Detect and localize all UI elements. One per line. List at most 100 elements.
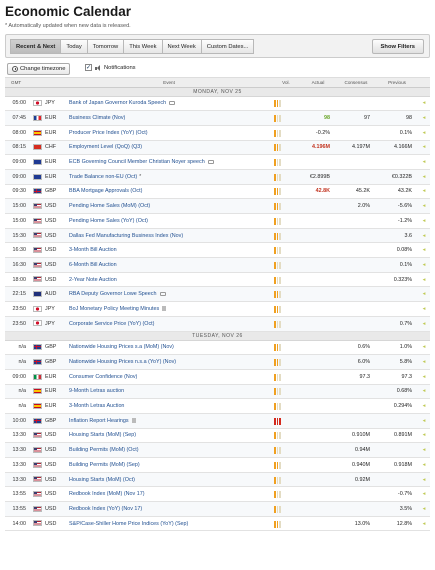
table-row[interactable]: 10:00 GBP Inflation Report Hearings ◂ [5,413,430,429]
table-row[interactable]: 07:45 EUR Business Climate (Nov) 98 97 98 ◂ [5,110,430,126]
event-link[interactable]: Consumer Confidence (Nov) [69,373,138,380]
event-link[interactable]: 6-Month Bill Auction [69,261,117,268]
tab-today[interactable]: Today [61,39,88,54]
alert-arrow-icon[interactable]: ◂ [422,291,426,298]
alert-arrow-icon[interactable]: ◂ [422,461,426,468]
consensus-value [336,154,376,170]
alert-arrow-icon[interactable]: ◂ [422,232,426,239]
alert-arrow-icon[interactable]: ◂ [422,520,426,527]
event-link[interactable]: Pending Home Sales (MoM) (Oct) [69,203,151,210]
table-row[interactable]: 16:30 USD 3-Month Bill Auction 0.08% ◂ [5,242,430,259]
event-link[interactable]: 2-Year Note Auction [69,276,117,283]
alert-arrow-icon[interactable]: ◂ [422,115,426,122]
change-timezone-button[interactable]: Change timezone [7,63,71,75]
alert-arrow-icon[interactable]: ◂ [422,261,426,268]
event-link[interactable]: S&P/Case-Shiller Home Price Indices (YoY… [69,520,189,527]
alert-arrow-icon[interactable]: ◂ [422,247,426,254]
event-link[interactable]: Building Permits (MoM) (Oct) [69,447,139,454]
event-link[interactable]: 9-Month Letras auction [69,388,125,395]
alert-arrow-icon[interactable]: ◂ [422,505,426,512]
table-row[interactable]: n/a EUR 3-Month Letras Auction 0.294% ◂ [5,398,430,414]
alert-arrow-icon[interactable]: ◂ [422,359,426,366]
table-row[interactable]: n/a GBP Nationwide Housing Prices n.s.a (Y… [5,354,430,370]
table-row[interactable]: 09:00 EUR Consumer Confidence (Nov) 97.3 97.… [5,369,430,385]
alert-arrow-icon[interactable]: ◂ [422,403,426,410]
event-link[interactable]: ECB Governing Council Member Christian N… [69,159,205,166]
event-link[interactable]: Bank of Japan Governor Kuroda Speech [69,100,167,107]
event-link[interactable]: Business Climate (Nov) [69,115,126,122]
table-row[interactable]: 13:55 USD Redbook Index (MoM) (Nov 17) -0.7… [5,486,430,503]
tab-custom-dates[interactable]: Custom Dates... [201,39,255,54]
alert-arrow-icon[interactable]: ◂ [422,417,426,424]
table-row[interactable]: 08:15 CHF Employment Level (QoQ) (Q3) 4.196… [5,140,430,156]
table-row[interactable]: 15:00 USD Pending Home Sales (MoM) (Oct) 2.… [5,198,430,214]
tab-next-week[interactable]: Next Week [162,39,202,54]
event-link[interactable]: Nationwide Housing Prices s.a (MoM) (Nov… [69,344,174,351]
consensus-value [336,125,376,141]
table-row[interactable]: 23:50 JPY BoJ Monetary Policy Meeting Minu… [5,301,430,317]
alert-arrow-icon[interactable]: ◂ [422,159,426,166]
alert-arrow-icon[interactable]: ◂ [422,373,426,380]
event-link[interactable]: RBA Deputy Governor Lowe Speech [69,291,157,298]
alert-arrow-icon[interactable]: ◂ [422,305,426,312]
table-row[interactable]: 13:30 USD Housing Starts (MoM) (Oct) 0.92M ◂ [5,472,430,488]
tab-this-week[interactable]: This Week [124,39,163,54]
notifications-checkbox[interactable]: ✓ [85,64,92,71]
alert-arrow-icon[interactable]: ◂ [422,447,426,454]
table-row[interactable]: 09:30 GBP BBA Mortgage Approvals (Oct) 42.8… [5,184,430,200]
alert-arrow-icon[interactable]: ◂ [422,432,426,439]
tab-tomorrow[interactable]: Tomorrow [87,39,125,54]
event-link[interactable]: Redbook Index (MoM) (Nov 17) [69,491,145,498]
table-row[interactable]: 18:00 USD 2-Year Note Auction 0.323% ◂ [5,272,430,288]
alert-arrow-icon[interactable]: ◂ [422,203,426,210]
alert-arrow-icon[interactable]: ◂ [422,388,426,395]
alert-arrow-icon[interactable]: ◂ [422,173,426,180]
event-link[interactable]: Building Permits (MoM) (Sep) [69,461,140,468]
alert-arrow-icon[interactable]: ◂ [422,217,426,224]
table-row[interactable]: 13:55 USD Redbook Index (YoY) (Nov 17) 3.5%… [5,501,430,517]
alert-arrow-icon[interactable]: ◂ [422,188,426,195]
volatility-bars-icon [274,490,281,499]
event-link[interactable]: Dallas Fed Manufacturing Business Index … [69,232,184,239]
table-row[interactable]: n/a GBP Nationwide Housing Prices s.a (MoM… [5,340,430,356]
event-link[interactable]: Producer Price Index (YoY) (Oct) [69,129,148,136]
alert-arrow-icon[interactable]: ◂ [422,129,426,136]
table-row[interactable]: 09:00 EUR ECB Governing Council Member Chr… [5,154,430,170]
table-row[interactable]: 13:30 USD Building Permits (MoM) (Sep) 0.94… [5,457,430,473]
table-row[interactable]: n/a EUR 9-Month Letras auction 0.68% ◂ [5,384,430,400]
table-row[interactable]: 15:00 USD Pending Home Sales (YoY) (Oct) -1… [5,213,430,229]
tab-recent-next[interactable]: Recent & Next [10,39,62,54]
table-row[interactable]: 08:00 EUR Producer Price Index (YoY) (Oct)… [5,125,430,141]
table-row[interactable]: 15:30 USD Dallas Fed Manufacturing Busines… [5,228,430,244]
event-link[interactable]: Employment Level (QoQ) (Q3) [69,144,143,151]
table-row[interactable]: 13:30 USD Building Permits (MoM) (Oct) 0.94… [5,442,430,458]
event-link[interactable]: Corporate Service Price (YoY) (Oct) [69,320,155,327]
event-link[interactable]: Pending Home Sales (YoY) (Oct) [69,217,148,224]
event-link[interactable]: BoJ Monetary Policy Meeting Minutes [69,305,160,312]
event-link[interactable]: Inflation Report Hearings [69,417,129,424]
show-filters-button[interactable]: Show Filters [371,39,424,54]
event-link[interactable]: Trade Balance non-EU (Oct) [69,173,138,180]
event-link[interactable]: 3-Month Bill Auction [69,247,117,254]
event-link[interactable]: Housing Starts (MoM) (Oct) [69,476,135,483]
alert-arrow-icon[interactable]: ◂ [422,476,426,483]
table-row[interactable]: 05:00 JPY Bank of Japan Governor Kuroda Sp… [5,96,430,112]
table-row[interactable]: 16:30 USD 6-Month Bill Auction 0.1% ◂ [5,257,430,273]
alert-arrow-icon[interactable]: ◂ [422,491,426,498]
alert-arrow-icon[interactable]: ◂ [422,144,426,151]
table-row[interactable]: 09:00 EUR Trade Balance non-EU (Oct) * €2.89… [5,169,430,185]
event-link[interactable]: Redbook Index (YoY) (Nov 17) [69,505,143,512]
alert-arrow-icon[interactable]: ◂ [422,344,426,351]
notifications-toggle[interactable]: ✓ Notifications [85,64,136,71]
table-row[interactable]: 14:00 USD S&P/Case-Shiller Home Price Indi… [5,516,430,532]
event-link[interactable]: Nationwide Housing Prices n.s.a (YoY) (N… [69,359,177,366]
table-row[interactable]: 23:50 JPY Corporate Service Price (YoY) (O… [5,316,430,332]
table-row[interactable]: 13:30 USD Housing Starts (MoM) (Sep) 0.910M… [5,428,430,444]
alert-arrow-icon[interactable]: ◂ [422,276,426,283]
alert-arrow-icon[interactable]: ◂ [422,100,426,107]
table-row[interactable]: 22:15 AUD RBA Deputy Governor Lowe Speech ◂ [5,286,430,303]
alert-arrow-icon[interactable]: ◂ [422,320,426,327]
event-link[interactable]: BBA Mortgage Approvals (Oct) [69,188,143,195]
event-link[interactable]: 3-Month Letras Auction [69,403,125,410]
event-link[interactable]: Housing Starts (MoM) (Sep) [69,432,137,439]
